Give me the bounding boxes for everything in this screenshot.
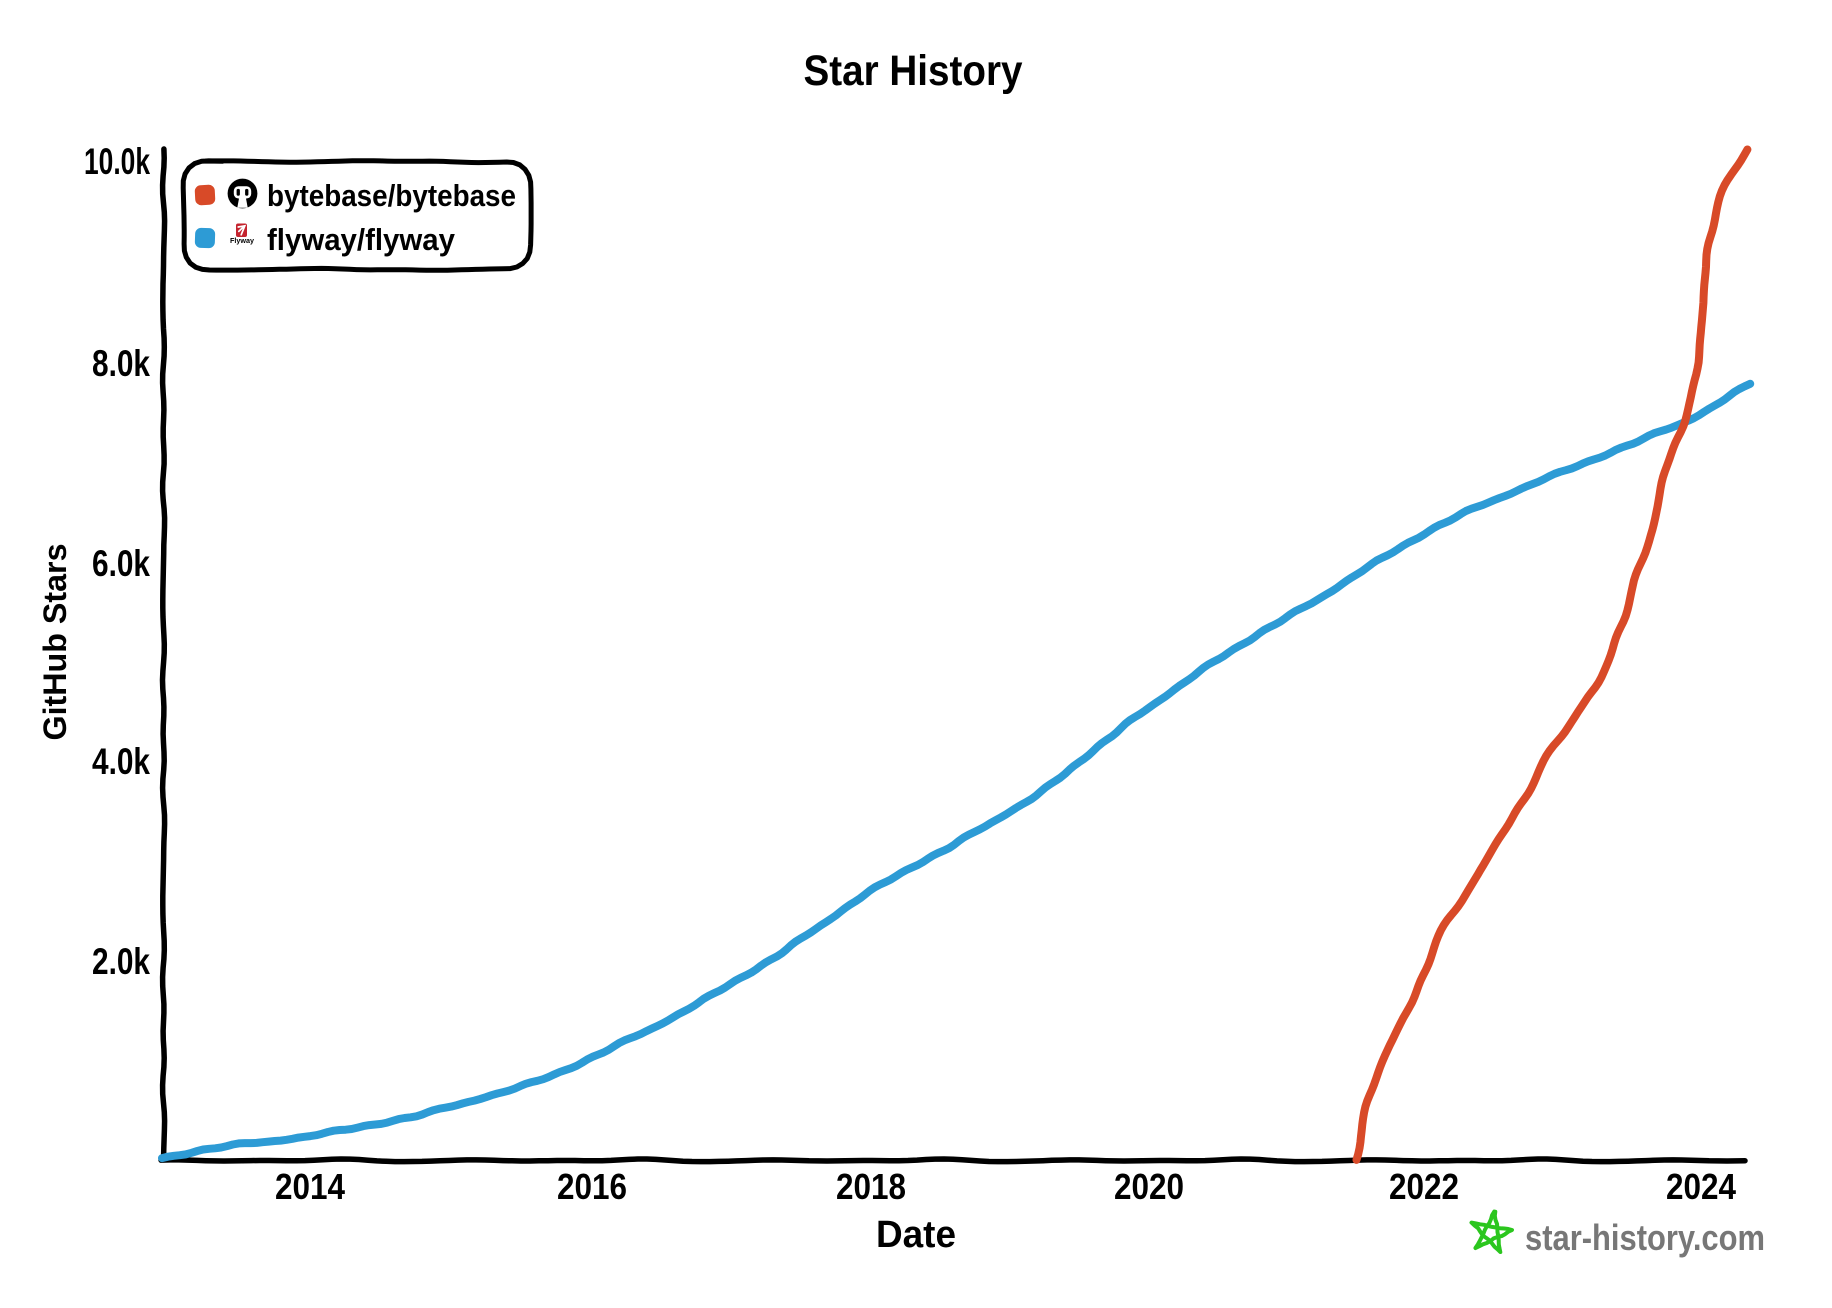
svg-text:2016: 2016: [557, 1166, 627, 1207]
svg-text:2014: 2014: [275, 1166, 345, 1207]
svg-text:bytebase/bytebase: bytebase/bytebase: [267, 178, 516, 213]
svg-text:2022: 2022: [1389, 1166, 1459, 1207]
svg-text:2020: 2020: [1114, 1166, 1184, 1207]
svg-text:GitHub Stars: GitHub Stars: [37, 544, 73, 741]
svg-text:4.0k: 4.0k: [92, 741, 150, 782]
svg-text:Star History: Star History: [804, 47, 1023, 95]
svg-text:8.0k: 8.0k: [92, 343, 150, 384]
svg-text:Date: Date: [876, 1214, 956, 1256]
svg-text:2024: 2024: [1666, 1166, 1736, 1207]
svg-text:2018: 2018: [836, 1166, 906, 1207]
svg-text:flyway/flyway: flyway/flyway: [267, 222, 456, 257]
svg-text:10.0k: 10.0k: [84, 141, 150, 182]
svg-text:6.0k: 6.0k: [92, 543, 150, 584]
svg-text:star-history.com: star-history.com: [1525, 1217, 1765, 1258]
svg-text:2.0k: 2.0k: [92, 941, 150, 982]
svg-text:Flyway: Flyway: [230, 236, 254, 245]
